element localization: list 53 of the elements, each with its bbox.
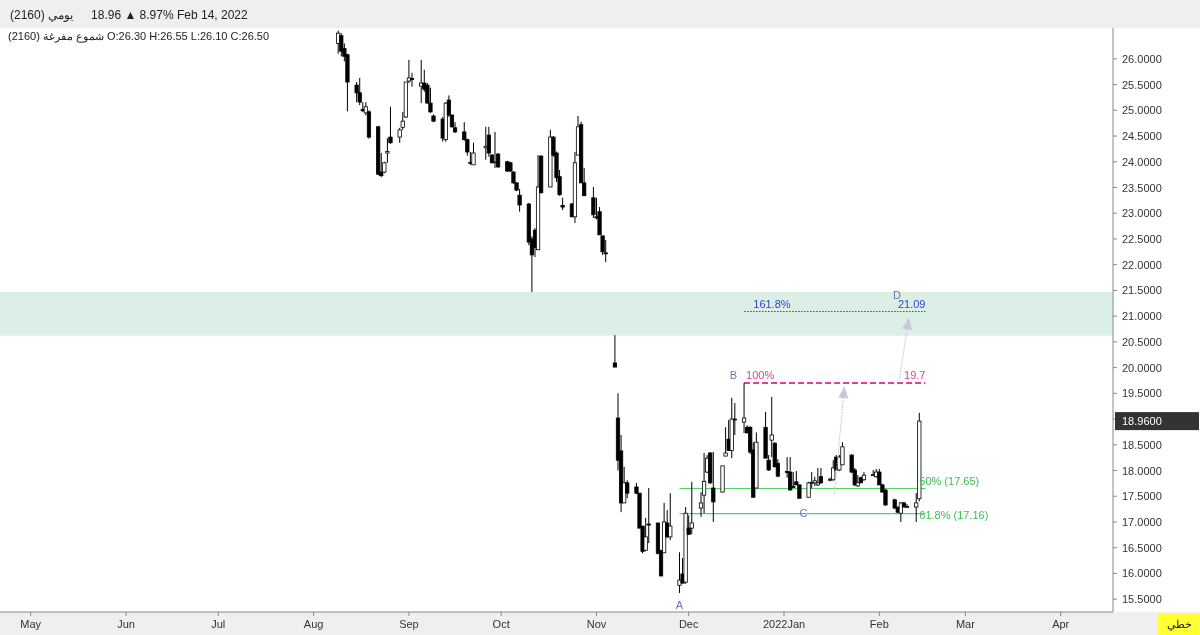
y-tick-label: 22.5000 [1122,232,1162,245]
annotation: 161.8% [753,297,791,310]
candlestick [723,426,728,457]
y-tick-label: 16.5000 [1122,541,1162,554]
y-tick-label: 20.0000 [1122,361,1162,374]
candlestick [603,239,608,263]
y-tick-label: 25.0000 [1122,104,1162,117]
y-tick-label: 20.5000 [1122,335,1162,348]
candlestick [428,87,433,114]
annotation: 19.7 [904,369,926,382]
y-tick-label: 23.0000 [1122,207,1162,220]
annotation: 61.8% (17.16) [919,508,989,521]
x-tick-label: Aug [303,618,324,630]
x-tick-label: Nov [586,618,607,630]
y-tick-label: 22.0000 [1122,258,1162,271]
y-tick-label: 24.5000 [1122,130,1162,143]
y-tick-label: 26.0000 [1122,52,1162,65]
y-tick-label: 21.0000 [1122,310,1162,323]
text: خطي [1166,618,1192,631]
x-tick-label: Jun [117,618,135,630]
annotation: شموع مفرغة (2160) O:26.30 H:26.55 L:26.10 C:26.50 [8,30,270,43]
y-tick-label: 17.0000 [1122,515,1162,528]
candlestick [339,32,344,57]
annotation: B [729,369,738,382]
y-tick-label: 18.0000 [1122,464,1162,477]
candlestick [483,126,488,161]
candlestick [612,334,618,368]
y-tick-label: 19.5000 [1122,387,1162,400]
chart-subtitle: 18.96 ▲ 8.97% Feb 14, 2022 [91,8,249,22]
x-tick-label: 2022Jan [762,618,806,630]
y-tick-label: 23.5000 [1122,181,1162,194]
y-tick-label: 17.5000 [1122,490,1162,503]
y-tick-label: 21.5000 [1122,284,1162,297]
x-tick-label: Jul [211,618,226,630]
y-tick-label: 15.5000 [1122,593,1162,606]
x-tick-label: May [20,618,42,630]
annotation: A [675,598,684,611]
y-tick-label: 25.5000 [1122,78,1162,91]
text: 18.9600 [1122,415,1162,428]
x-tick-label: Dec [678,618,699,630]
annotation: 100% [746,369,775,382]
y-tick-label: 16.0000 [1122,567,1162,580]
candlestick [354,81,359,103]
x-tick-label: Sep [399,618,419,630]
x-tick-label: Mar [955,618,976,630]
candlestick [668,492,673,541]
x-tick-label: Feb [869,618,889,630]
y-tick-label: 24.0000 [1122,155,1162,168]
x-tick-label: Apr [1052,618,1070,630]
annotation: 50% (17.65) [919,474,980,487]
x-tick-label: Oct [492,618,510,630]
chart-title: (2160) يومي [10,8,74,22]
y-tick-label: 18.5000 [1122,438,1162,451]
